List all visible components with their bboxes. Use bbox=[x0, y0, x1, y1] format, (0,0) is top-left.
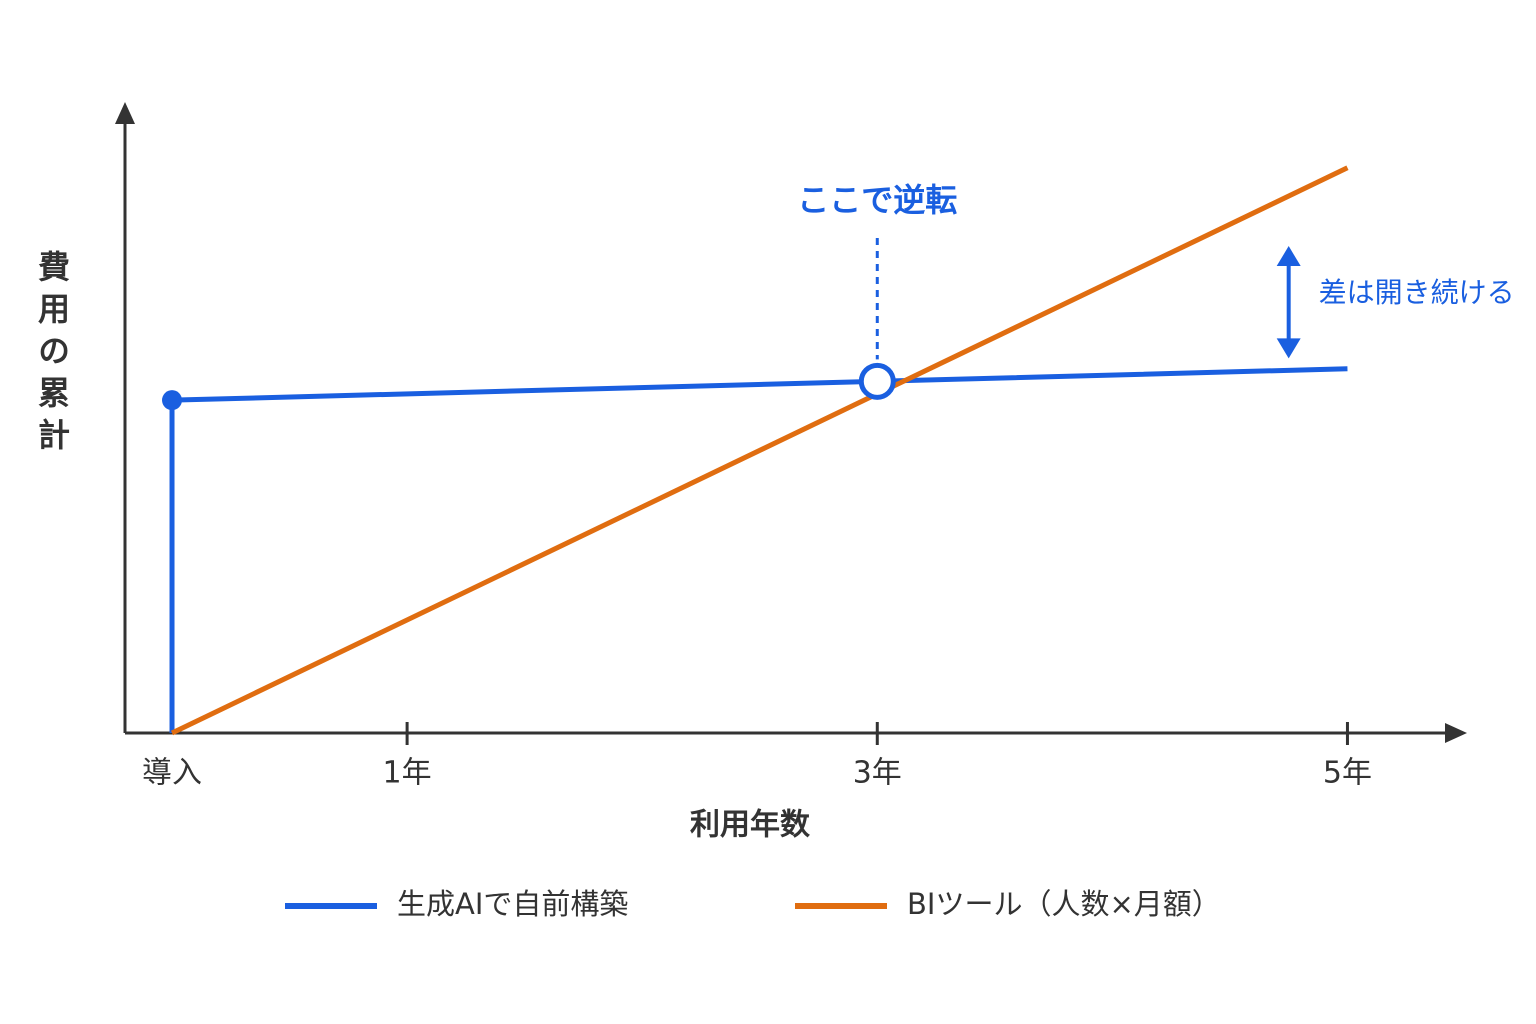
x-axis-arrow bbox=[1445, 723, 1467, 743]
x-axis-label: 利用年数 bbox=[690, 808, 811, 843]
x-tick-label: 5年 bbox=[1323, 756, 1372, 791]
y-axis-arrow bbox=[115, 102, 135, 124]
annotation-text: ここで逆転 bbox=[797, 181, 957, 219]
gap-arrow-head bbox=[1276, 338, 1301, 359]
x-tick-label: 3年 bbox=[853, 756, 902, 791]
y-axis-label-text: 費用の累計 bbox=[33, 250, 71, 460]
start-dot bbox=[162, 390, 183, 411]
crossing-marker bbox=[858, 362, 896, 400]
x-tick-label: 1年 bbox=[383, 756, 432, 791]
annotation-text: 差は開き続ける bbox=[1319, 276, 1515, 309]
series-line bbox=[169, 366, 1348, 733]
legend-label: 生成AIで自前構築 bbox=[397, 887, 628, 921]
x-tick-label: 導入 bbox=[142, 756, 202, 791]
series-line bbox=[170, 165, 1349, 736]
legend-label: BIツール（人数×月額） bbox=[907, 887, 1221, 921]
gap-arrow-head bbox=[1276, 246, 1301, 267]
